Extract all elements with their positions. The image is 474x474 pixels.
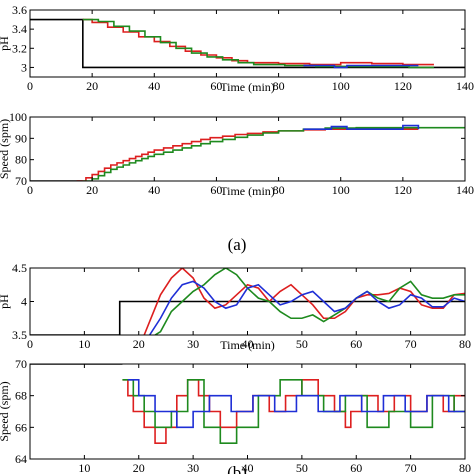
x-tick-label: 0 <box>27 183 33 197</box>
y-tick-label: 100 <box>9 110 27 124</box>
series-line-a-top-3 <box>303 64 419 69</box>
series-line-b-top-0 <box>30 300 465 335</box>
axes-frame-a-bottom <box>29 116 466 182</box>
y-axis-label: pH <box>0 294 11 309</box>
x-axis-label: Time (min) <box>220 338 275 352</box>
x-tick-label: 60 <box>210 79 222 93</box>
x-tick-label: 100 <box>332 183 350 197</box>
y-tick-label: 90 <box>15 131 27 145</box>
y-axis-label: Speed (spm) <box>0 119 11 179</box>
axes-frame-a-top <box>29 9 466 78</box>
y-tick-label: 3 <box>21 60 27 74</box>
x-tick-label: 30 <box>187 461 199 474</box>
series-line-b-bottom-3 <box>127 379 465 429</box>
x-tick-label: 70 <box>405 337 417 351</box>
y-tick-label: 3.2 <box>12 41 27 55</box>
y-tick-label: 68 <box>15 389 27 403</box>
x-tick-label: 60 <box>210 183 222 197</box>
x-tick-label: 30 <box>187 337 199 351</box>
x-tick-label: 0 <box>27 337 33 351</box>
y-tick-label: 66 <box>15 420 27 434</box>
x-tick-label: 80 <box>459 337 471 351</box>
x-tick-label: 70 <box>405 461 417 474</box>
caption-a: (a) <box>228 235 247 254</box>
series-line-a-top-0 <box>30 18 465 69</box>
x-tick-label: 120 <box>394 79 412 93</box>
x-tick-label: 20 <box>133 337 145 351</box>
y-tick-label: 3.6 <box>12 3 27 17</box>
y-axis-label: Speed (spm) <box>0 381 11 441</box>
y-axis-label: pH <box>0 36 11 51</box>
x-axis-label: Time (min) <box>220 184 275 198</box>
chart-b-top-ph: 0 10 20 30 40 50 60 70 80 3.5 4 4.5 Time (min) pH <box>0 261 471 352</box>
y-tick-label: 4 <box>21 295 27 309</box>
series-line-a-bottom-1 <box>76 128 419 181</box>
chart-a-bottom-speed: 0 20 40 60 80 100 120 140 70 80 90 100 Time (min) Spe… <box>0 110 474 198</box>
x-tick-label: 140 <box>456 79 474 93</box>
x-tick-label: 40 <box>242 461 254 474</box>
y-tick-label: 70 <box>15 357 27 371</box>
y-tick-label: 80 <box>15 153 27 167</box>
x-tick-label: 100 <box>332 79 350 93</box>
y-tick-label: 4.5 <box>12 261 27 275</box>
x-tick-label: 60 <box>350 461 362 474</box>
series-line-a-top-1 <box>82 18 434 66</box>
series-line-a-top-2 <box>82 18 434 69</box>
series-line-a-bottom-2 <box>82 126 465 181</box>
x-tick-label: 10 <box>78 461 90 474</box>
x-tick-label: 80 <box>273 79 285 93</box>
series-line-a-bottom-3 <box>303 124 420 130</box>
series-line-b-top-3 <box>148 280 465 335</box>
x-tick-label: 20 <box>86 79 98 93</box>
x-tick-label: 50 <box>296 461 308 474</box>
y-tick-label: 3.5 <box>12 328 27 342</box>
x-tick-label: 80 <box>273 183 285 197</box>
caption-b: (b) <box>227 463 247 474</box>
x-tick-label: 60 <box>350 337 362 351</box>
x-tick-label: 40 <box>148 79 160 93</box>
y-tick-label: 70 <box>15 174 27 188</box>
x-tick-label: 40 <box>242 337 254 351</box>
x-tick-label: 120 <box>394 183 412 197</box>
x-tick-label: 20 <box>133 461 145 474</box>
x-tick-label: 10 <box>78 337 90 351</box>
x-tick-label: 50 <box>296 337 308 351</box>
chart-a-top-ph: 0 20 40 60 80 100 120 140 3 3.2 3.4 3.6 Time (min) pH <box>0 3 474 94</box>
x-tick-label: 0 <box>27 79 33 93</box>
x-tick-label: 20 <box>86 183 98 197</box>
series-line-b-top-2 <box>154 268 465 335</box>
x-tick-label: 40 <box>148 183 160 197</box>
y-tick-label: 3.4 <box>12 22 27 36</box>
y-tick-label: 64 <box>15 452 27 466</box>
chart-b-bottom-speed: 10 20 30 40 50 60 70 80 64 66 68 70 Speed (spm) <box>0 357 471 474</box>
x-axis-label: Time (min) <box>220 80 275 94</box>
x-tick-label: 80 <box>459 461 471 474</box>
x-tick-label: 140 <box>456 183 474 197</box>
